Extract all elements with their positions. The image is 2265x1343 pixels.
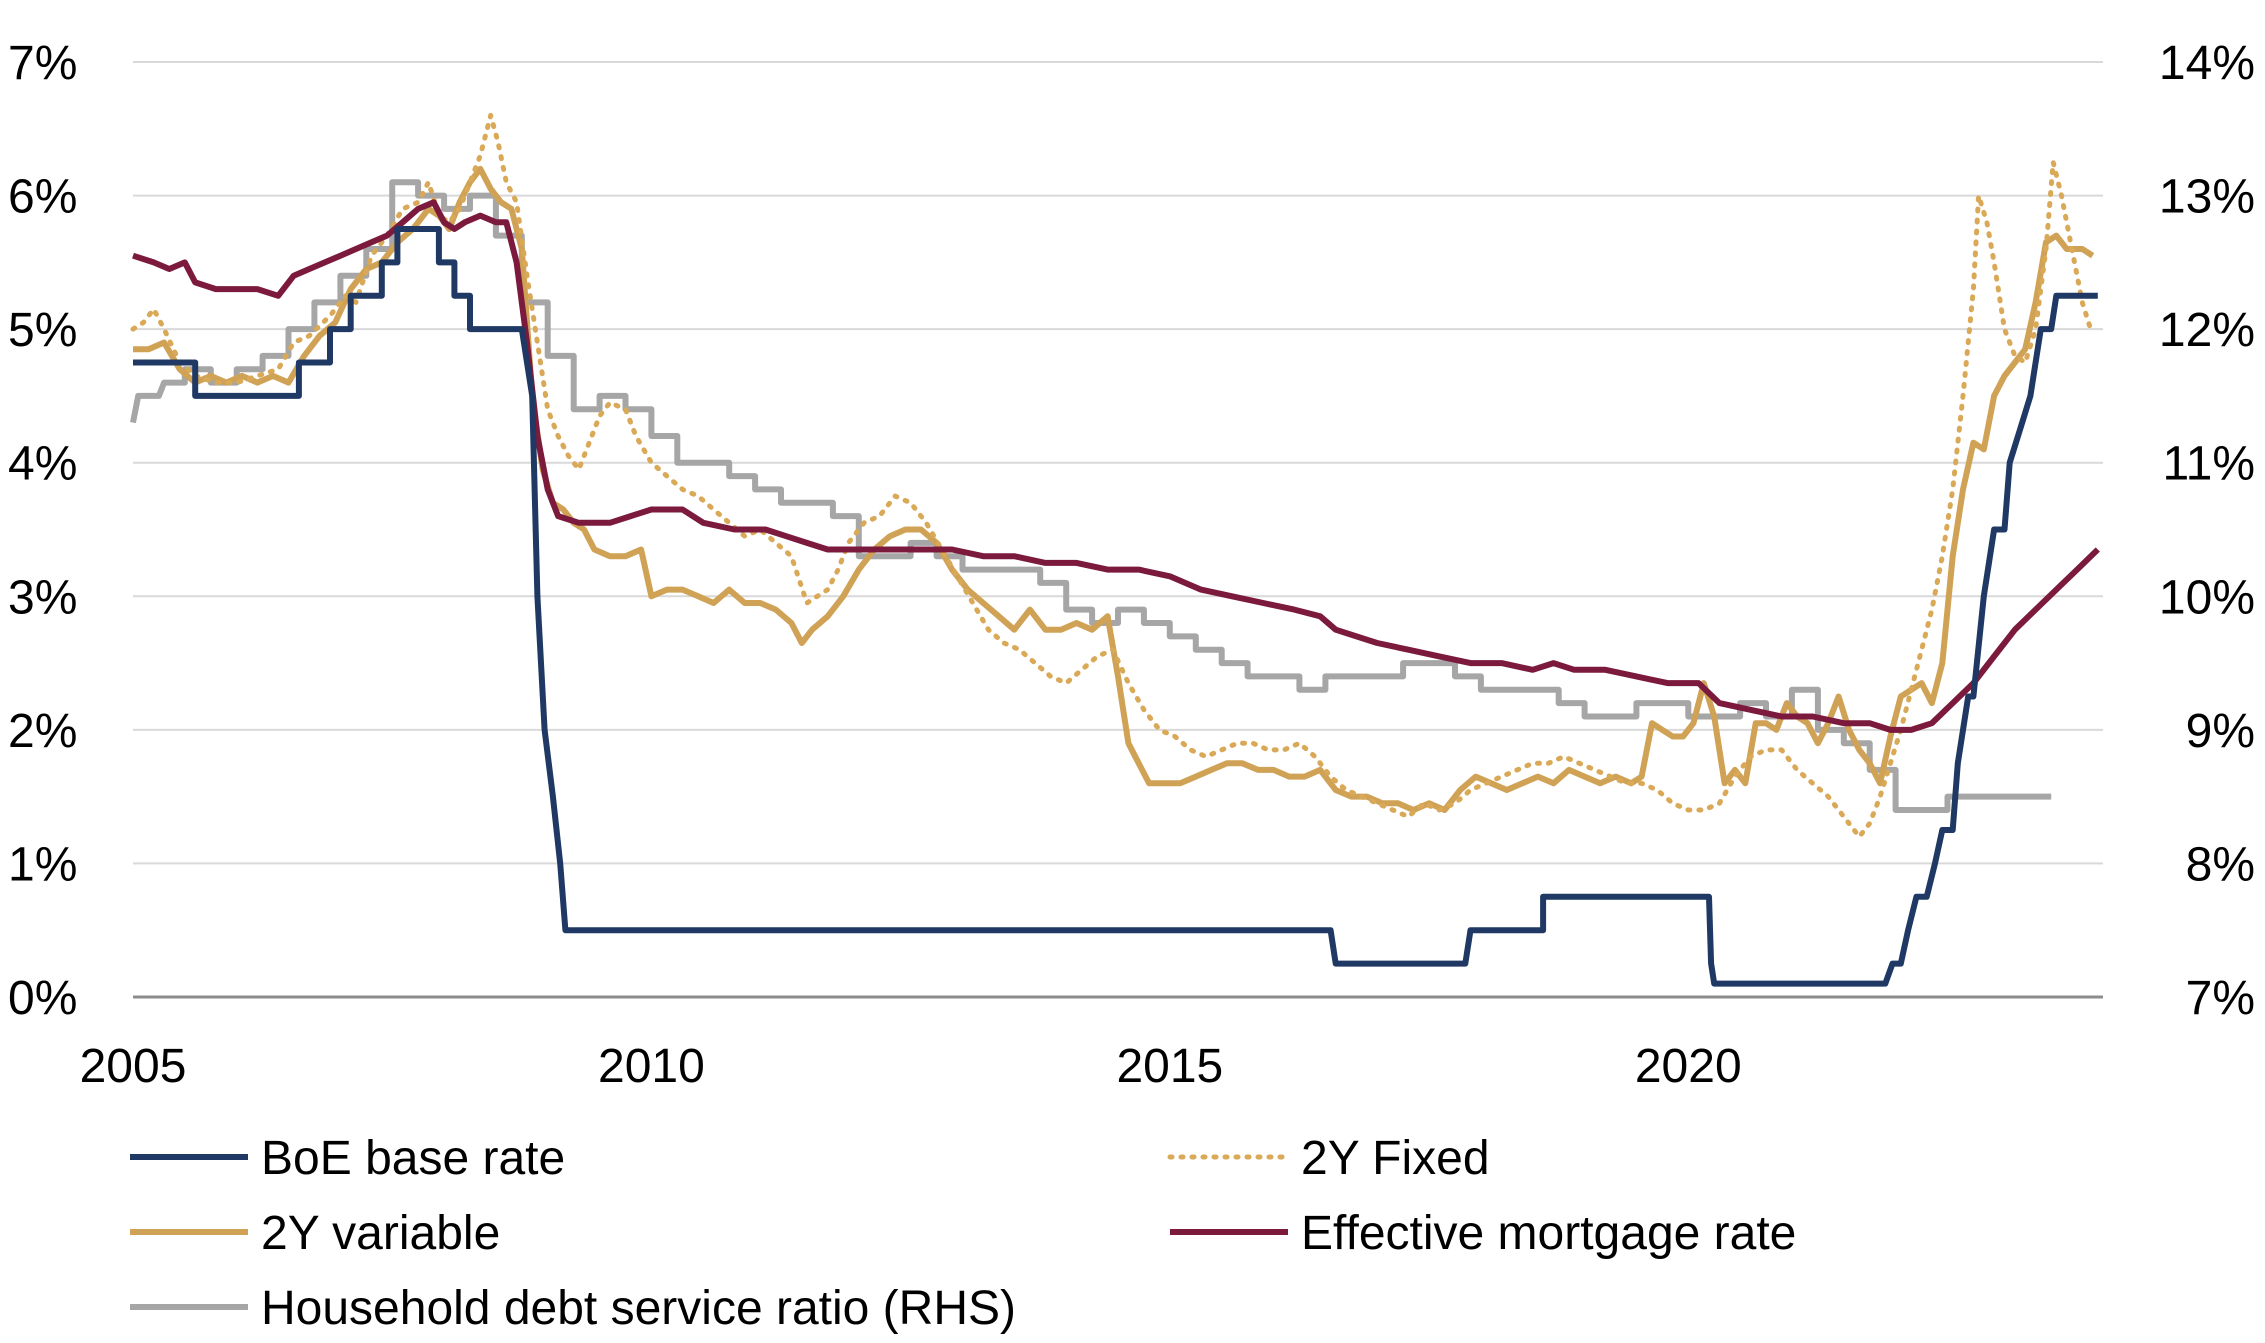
x-axis-tick-label: 2005 bbox=[80, 1040, 187, 1093]
left-axis-tick-label: 2% bbox=[8, 705, 77, 758]
right-axis-tick-label: 8% bbox=[2186, 838, 2255, 891]
series-line-effective-mortgage-rate bbox=[132, 199, 2100, 733]
right-axis-tick-label: 11% bbox=[2162, 438, 2255, 491]
series-line-2y-variable bbox=[133, 165, 2095, 813]
series-line-boe-base-rate bbox=[133, 226, 2098, 987]
series-line-2y-fixed bbox=[130, 112, 2094, 840]
legend-label-boe-base-rate: BoE base rate bbox=[261, 1132, 565, 1185]
left-axis-tick-label: 7% bbox=[8, 37, 77, 90]
x-axis-tick-labels: 2005 2010 2015 2020 bbox=[80, 1040, 1742, 1093]
right-axis-tick-label: 13% bbox=[2159, 171, 2255, 224]
right-axis-tick-label: 7% bbox=[2186, 972, 2255, 1025]
x-axis-tick-label: 2015 bbox=[1116, 1040, 1223, 1093]
left-axis-tick-label: 6% bbox=[8, 171, 77, 224]
series-lines bbox=[130, 112, 2100, 987]
legend-label-effective-mortgage-rate: Effective mortgage rate bbox=[1301, 1207, 1796, 1260]
legend-label-2y-variable: 2Y variable bbox=[261, 1207, 500, 1260]
legend-label-2y-fixed: 2Y Fixed bbox=[1301, 1132, 1490, 1185]
right-axis-tick-label: 14% bbox=[2159, 37, 2255, 90]
left-axis-tick-labels: 0% 1% 2% 3% 4% 5% 6% 7% bbox=[8, 37, 77, 1025]
left-axis-tick-label: 5% bbox=[8, 304, 77, 357]
legend: BoE base rate 2Y Fixed 2Y variable Effectiv… bbox=[130, 1132, 1796, 1335]
left-axis-tick-label: 3% bbox=[8, 571, 77, 624]
series-line-household-debt-service-ratio-rhs bbox=[130, 179, 2052, 813]
legend-label-household-debt-service-ratio-rhs: Household debt service ratio (RHS) bbox=[261, 1282, 1016, 1335]
right-axis-tick-label: 9% bbox=[2186, 705, 2255, 758]
left-axis-tick-label: 4% bbox=[8, 438, 77, 491]
x-axis-tick-label: 2010 bbox=[598, 1040, 705, 1093]
right-axis-tick-labels: 7% 8% 9% 10% 11% 12% 13% 14% bbox=[2159, 37, 2255, 1025]
right-axis-tick-label: 10% bbox=[2159, 571, 2255, 624]
x-axis-tick-label: 2020 bbox=[1635, 1040, 1742, 1093]
left-axis-tick-label: 1% bbox=[8, 838, 77, 891]
left-axis-tick-label: 0% bbox=[8, 972, 77, 1025]
right-axis-tick-label: 12% bbox=[2159, 304, 2255, 357]
